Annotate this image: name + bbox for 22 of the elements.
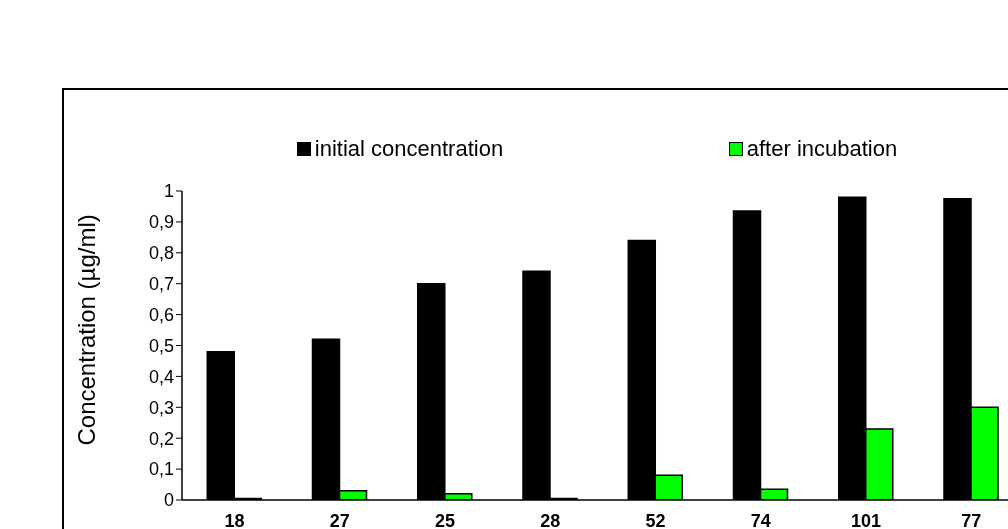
y-tick-label: 0,3 [148, 397, 174, 418]
y-tick-label: 0 [163, 490, 174, 511]
x-tick-label: 101 [851, 510, 882, 529]
x-tick-label: 74 [750, 510, 771, 529]
x-tick-label: 28 [540, 510, 561, 529]
y-tick-label: 0,4 [148, 366, 174, 387]
y-tick-label: 0,6 [148, 304, 174, 325]
y-tick-label: 0,2 [148, 428, 174, 449]
y-tick-label: 0,7 [148, 274, 174, 295]
legend-label: initial concentration [314, 136, 504, 162]
y-tick-label: 0,8 [148, 243, 174, 264]
x-tick-label: 77 [961, 510, 982, 529]
y-tick-label: 1 [163, 181, 174, 202]
x-tick-label: 25 [435, 510, 456, 529]
y-axis-title: Concentration (µg/ml) [72, 214, 100, 446]
x-tick-label: 18 [224, 510, 245, 529]
x-tick-label: 52 [645, 510, 666, 529]
y-tick-label: 0,9 [148, 212, 174, 233]
legend-label: after incubation [746, 136, 898, 162]
y-tick-label: 0,1 [148, 459, 174, 480]
x-tick-label: 27 [329, 510, 350, 529]
y-tick-label: 0,5 [148, 335, 174, 356]
